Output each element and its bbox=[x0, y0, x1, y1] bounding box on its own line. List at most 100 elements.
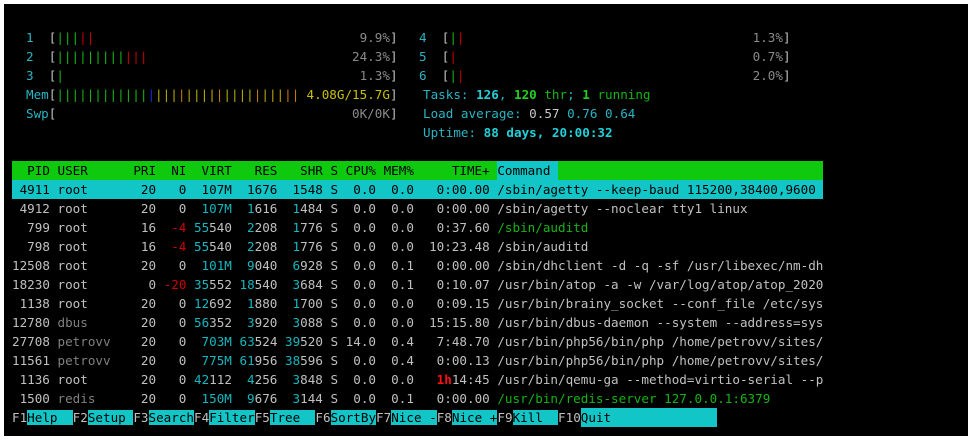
number-low-digits: 552 bbox=[209, 277, 232, 292]
cell-pri: 16 bbox=[140, 220, 157, 235]
column-header-user[interactable]: USER bbox=[57, 163, 88, 178]
meter-segment: | bbox=[276, 87, 285, 102]
number-low-digits: 616 bbox=[254, 201, 278, 216]
function-key-label[interactable]: Nice + bbox=[451, 410, 498, 425]
bracket-open: [ bbox=[441, 30, 450, 45]
column-header-ni[interactable]: NI bbox=[171, 163, 187, 178]
cell-res: 1616 bbox=[239, 199, 277, 218]
number-high-digits: 2 bbox=[247, 239, 255, 254]
function-key-f1[interactable]: F1 bbox=[12, 410, 28, 425]
number-low-digits: 520 bbox=[300, 334, 323, 349]
threads-label: thr bbox=[536, 87, 568, 102]
function-key-f4[interactable]: F4 bbox=[194, 410, 210, 425]
meter-segment: | bbox=[238, 87, 247, 102]
process-row[interactable]: 1136 root 20 0 42112 4256 3848 S 0.0 0.0… bbox=[12, 370, 824, 389]
function-key-label[interactable]: Help bbox=[27, 410, 73, 425]
meter-segment: | bbox=[71, 49, 80, 64]
column-header-res[interactable]: RES bbox=[254, 163, 278, 178]
meter-1: 1 [||||| 9.9%] bbox=[26, 28, 398, 47]
function-key-label[interactable]: Tree bbox=[269, 410, 316, 425]
function-key-label[interactable]: Search bbox=[148, 410, 195, 425]
function-key-f9[interactable]: F9 bbox=[497, 410, 513, 425]
column-header-cpu[interactable]: CPU% bbox=[345, 163, 376, 178]
column-header-command[interactable]: Command bbox=[497, 161, 558, 180]
cell-mem: 0.0 bbox=[391, 372, 414, 387]
function-key-f6[interactable]: F6 bbox=[315, 410, 331, 425]
process-table[interactable]: PID USER PRI NI VIRT RES SHR S CPU% MEM%… bbox=[12, 161, 828, 408]
number-high-digits: 3 bbox=[292, 277, 301, 292]
function-key-f7[interactable]: F7 bbox=[376, 410, 392, 425]
cell-cmd: /sbin/auditd bbox=[497, 239, 589, 254]
process-row[interactable]: 12780 dbus 20 0 56352 3920 3088 S 0.0 0.… bbox=[12, 313, 823, 332]
function-key-label[interactable]: Kill bbox=[512, 410, 559, 425]
cell-pid: 1138 bbox=[19, 296, 50, 311]
process-row[interactable]: 1500 redis 20 0 150M 9676 3144 S 0.0 0.1… bbox=[12, 389, 823, 408]
function-key-label[interactable]: Setup bbox=[87, 410, 134, 425]
process-row[interactable]: 27708 petrovv 20 0 703M 63524 39520 S 14… bbox=[12, 332, 823, 351]
column-header-time[interactable]: TIME+ bbox=[451, 163, 490, 178]
meter-value: 2.0% bbox=[752, 68, 783, 83]
process-row[interactable]: 12508 root 20 0 101M 9040 6928 S 0.0 0.1… bbox=[12, 256, 823, 275]
function-key-label[interactable]: Quit bbox=[580, 408, 718, 427]
cell-mem: 0.0 bbox=[391, 220, 414, 235]
meter-segment: | bbox=[71, 87, 80, 102]
column-header-pri[interactable]: PRI bbox=[133, 163, 157, 178]
number-low-digits: 596 bbox=[300, 353, 323, 368]
cell-shr: 1776 bbox=[285, 218, 323, 237]
function-key-f8[interactable]: F8 bbox=[436, 410, 452, 425]
meter-segment: | bbox=[63, 87, 72, 102]
meter-segment: | bbox=[101, 87, 110, 102]
process-row[interactable]: 18230 root 0 -20 35552 18540 3684 S 0.0 … bbox=[12, 275, 823, 294]
function-key-label[interactable]: SortBy bbox=[330, 410, 377, 425]
tasks-sep: , bbox=[498, 87, 514, 102]
column-header-pid[interactable]: PID bbox=[27, 163, 50, 178]
cell-s: S bbox=[330, 277, 339, 292]
meter-segment: | bbox=[268, 87, 277, 102]
meter-segment: | bbox=[193, 87, 201, 102]
meter-swp: Swp[0K/0K] bbox=[26, 104, 398, 123]
process-row[interactable]: 4912 root 20 0 107M 1616 1484 S 0.0 0.0 … bbox=[12, 199, 823, 218]
process-row[interactable]: 11561 petrovv 20 0 775M 61956 38596 S 0.… bbox=[12, 351, 823, 370]
cell-cpu: 0.0 bbox=[353, 372, 376, 387]
process-row[interactable]: 1138 root 20 0 12692 1880 1700 S 0.0 0.0… bbox=[12, 294, 824, 313]
function-key-f10[interactable]: F10 bbox=[558, 410, 581, 425]
meter-segment: | bbox=[117, 87, 125, 102]
bracket-open: [ bbox=[441, 49, 450, 64]
column-header-s[interactable]: S bbox=[330, 163, 339, 178]
cell-shr: 1700 bbox=[285, 294, 323, 313]
cell-ni: 0 bbox=[178, 372, 187, 387]
meter-segment: | bbox=[56, 30, 64, 45]
cell-res: 4256 bbox=[239, 370, 277, 389]
cell-shr: 1548 bbox=[285, 180, 323, 199]
cell-pri: 20 bbox=[140, 182, 157, 197]
column-header-shr[interactable]: SHR bbox=[300, 163, 323, 178]
function-key-label[interactable]: Filter bbox=[209, 410, 255, 425]
meter-label: 3 bbox=[26, 68, 34, 83]
meter-5: 5 [| 0.7%] bbox=[419, 47, 791, 66]
cell-shr: 39520 bbox=[285, 332, 323, 351]
number-high-digits: 55 bbox=[193, 220, 210, 235]
number-high-digits: 1 bbox=[247, 296, 255, 311]
process-row[interactable]: 798 root 16 -4 55540 2208 1776 S 0.0 0.0… bbox=[12, 237, 823, 256]
tasks-sep: ; bbox=[567, 87, 583, 102]
function-key-f3[interactable]: F3 bbox=[133, 410, 149, 425]
load-15min: 0.64 bbox=[605, 106, 636, 121]
process-row[interactable]: 4911 root 20 0 107M 1676 1548 S 0.0 0.0 … bbox=[12, 180, 824, 199]
column-header-virt[interactable]: VIRT bbox=[201, 163, 232, 178]
meter-segment: | bbox=[117, 49, 125, 64]
meter-segment: | bbox=[449, 68, 457, 83]
cell-time: 0:00.00 bbox=[436, 391, 490, 406]
function-key-f2[interactable]: F2 bbox=[72, 410, 88, 425]
meter-value: 1.3% bbox=[752, 30, 783, 45]
function-key-f5[interactable]: F5 bbox=[254, 410, 270, 425]
meter-segment: | bbox=[456, 30, 465, 45]
cell-cpu: 0.0 bbox=[353, 391, 376, 406]
cell-pid: 11561 bbox=[12, 353, 50, 368]
number-high-digits: 1 bbox=[292, 296, 301, 311]
column-header-mem[interactable]: MEM% bbox=[383, 163, 414, 178]
function-key-label[interactable]: Nice - bbox=[391, 410, 437, 425]
process-row[interactable]: 799 root 16 -4 55540 2208 1776 S 0.0 0.0… bbox=[12, 218, 823, 237]
cell-virt: 55540 bbox=[194, 237, 232, 256]
cell-s: S bbox=[330, 372, 339, 387]
cell-cmd: /sbin/agetty --noclear tty1 linux bbox=[497, 201, 748, 216]
